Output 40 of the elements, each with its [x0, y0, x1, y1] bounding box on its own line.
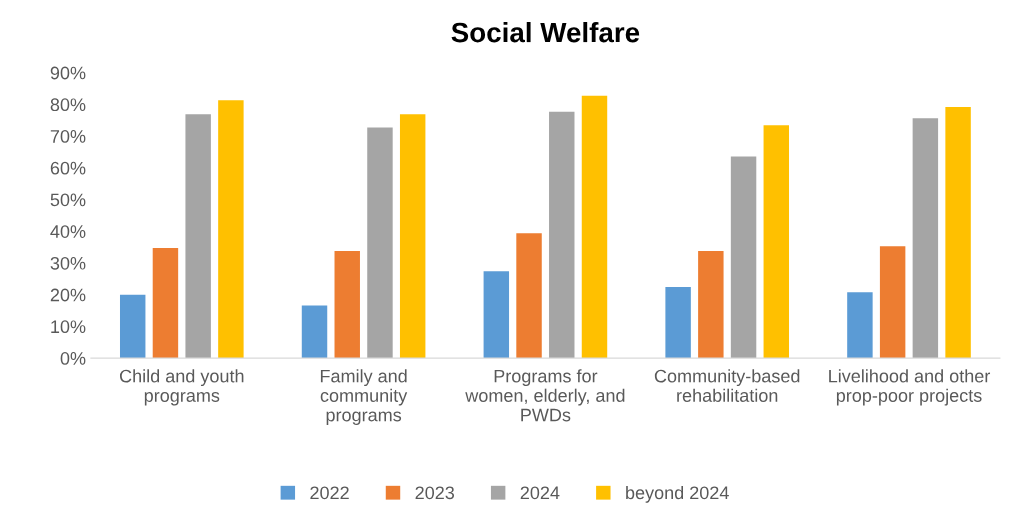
bar — [185, 114, 211, 359]
bar — [698, 250, 724, 359]
x-tick-label: Programs for women, elderly, and PWDs — [465, 369, 625, 422]
legend-label: 2023 — [415, 486, 455, 500]
y-tick-label: 90% — [50, 66, 86, 80]
bar — [119, 294, 146, 359]
y-tick-label: 70% — [50, 130, 86, 143]
bar — [399, 114, 426, 359]
y-tick-label: 20% — [50, 288, 86, 302]
x-tick-label: Livelihood and other prop-poor projects — [829, 369, 991, 406]
y-tick-label: 80% — [50, 98, 86, 112]
legend-label: 2022 — [310, 486, 349, 500]
bar — [763, 125, 790, 359]
bar — [730, 156, 757, 359]
y-tick-label: 30% — [50, 256, 86, 270]
bar — [367, 127, 393, 359]
legend-label: beyond 2024 — [626, 485, 729, 503]
y-tick-label: 40% — [50, 225, 86, 238]
x-tick-label: Family and community programs — [320, 369, 408, 425]
y-tick-label: 0% — [60, 352, 86, 365]
y-tick-label: 10% — [51, 320, 86, 334]
bar — [549, 111, 575, 359]
x-tick-label: Community-based rehabilitation — [654, 369, 800, 402]
bar — [516, 233, 542, 359]
bar — [847, 292, 873, 359]
bar — [152, 248, 179, 359]
bar — [483, 271, 510, 359]
bar — [912, 118, 939, 359]
bar — [879, 246, 906, 359]
bar — [218, 100, 244, 359]
bar — [334, 250, 360, 359]
bar — [301, 305, 328, 359]
bar — [581, 95, 608, 359]
y-tick-label: 60% — [50, 161, 86, 175]
x-tick-label: Child and youth programs — [119, 369, 244, 406]
chart-title: Social Welfare — [451, 21, 640, 43]
legend-label: 2024 — [520, 486, 560, 500]
y-tick-label: 50% — [50, 193, 86, 207]
bar — [665, 287, 691, 359]
bar — [945, 106, 971, 359]
